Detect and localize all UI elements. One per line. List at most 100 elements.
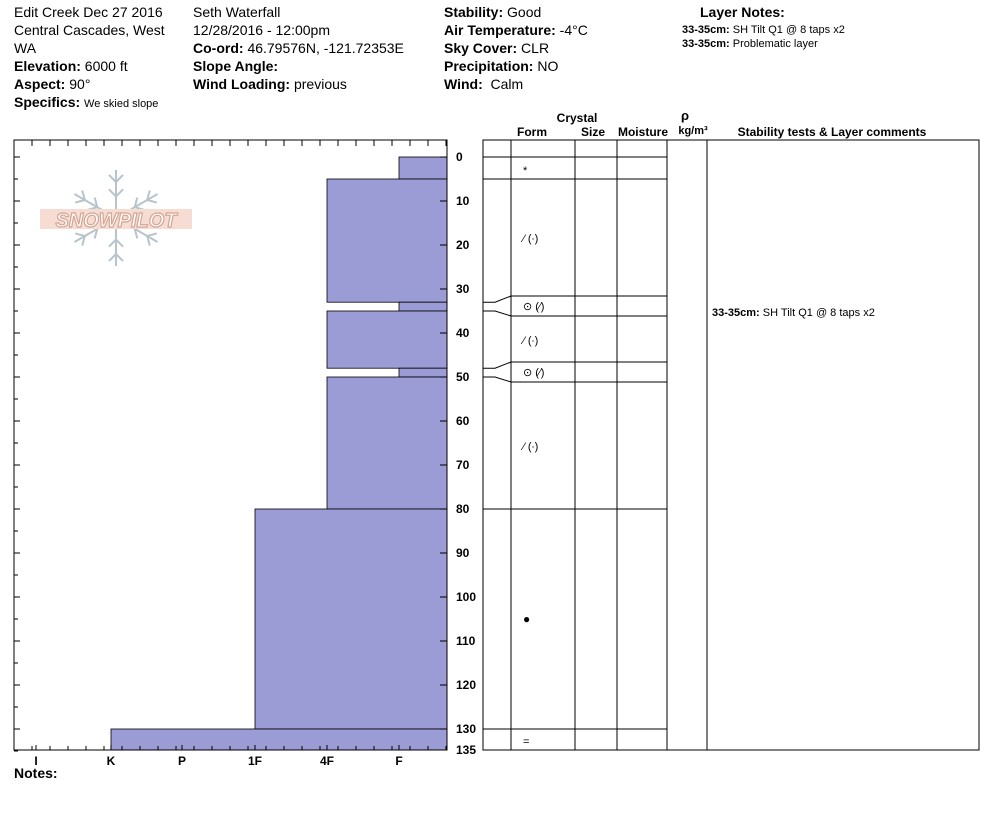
depth-label: 10 — [456, 194, 470, 208]
grain-form-symbol: ⊙ (⁄) — [523, 367, 544, 379]
hardness-bars — [110, 156, 448, 751]
left-ticks — [14, 156, 20, 752]
depth-label: 60 — [456, 414, 470, 428]
comments-heading: Stability tests & Layer comments — [738, 125, 927, 139]
hardness-bar — [326, 310, 448, 369]
snowpilot-logo: SNOWPILOT — [40, 170, 192, 266]
depth-label: 130 — [456, 722, 476, 736]
grain-form-symbol: ⁄ (∙) — [520, 233, 538, 245]
depth-label: 100 — [456, 590, 476, 604]
conditions-info: Stability: Good Air Temperature: -4°C Sk… — [444, 3, 588, 93]
layer-boundary — [483, 310, 667, 317]
flake-branch — [74, 199, 86, 204]
hardness-label: K — [107, 754, 116, 768]
elevation: Elevation: 6000 ft — [14, 58, 128, 74]
flake-branch — [115, 238, 124, 248]
hardness-label: 1F — [248, 754, 262, 768]
depth-label: 30 — [456, 282, 470, 296]
wind-loading: Wind Loading: previous — [193, 76, 347, 92]
depth-label: 90 — [456, 546, 470, 560]
grain-form-symbols: * ⁄ (∙) ⊙ (⁄) ⁄ (∙) ⊙ (⁄) ⁄ (∙) ● = — [520, 165, 544, 748]
hardness-label: I — [34, 754, 37, 768]
logo-text: SNOWPILOT — [55, 210, 178, 232]
flake-branch — [146, 232, 158, 237]
depth-label: 80 — [456, 502, 470, 516]
site-info: Edit Creek Dec 27 2016 Central Cascades,… — [14, 3, 165, 111]
depth-label: 135 — [456, 743, 476, 757]
stability: Stability: Good — [444, 4, 542, 20]
sky-cover: Sky Cover: CLR — [444, 40, 550, 56]
hardness-bar — [110, 728, 448, 751]
density-symbol: ρ — [681, 108, 689, 123]
flake-branch — [115, 188, 124, 198]
flake-branch — [108, 253, 117, 262]
flake-branch — [93, 197, 99, 208]
size-heading: Size — [581, 125, 605, 139]
location-line-2: Central Cascades, West — [14, 22, 165, 38]
layer-notes: 33-35cm: SH Tilt Q1 @ 8 taps x2 33-35cm:… — [682, 23, 845, 51]
top-ticks — [13, 140, 447, 146]
layer-table-frame — [482, 139, 980, 751]
form-heading: Form — [517, 125, 547, 139]
flake-branch — [74, 232, 86, 237]
flake-branch — [115, 174, 124, 183]
hardness-label: 4F — [320, 754, 334, 768]
snowflake-icon — [40, 170, 192, 266]
hardness-bar — [398, 367, 448, 378]
grain-form-symbol: ● — [523, 612, 530, 626]
hardness-label: P — [178, 754, 186, 768]
layer-boundary — [483, 361, 667, 369]
hardness-label: F — [395, 754, 402, 768]
depth-axis: 0 10 20 30 40 50 60 70 80 90 100 110 120 130 135 — [440, 150, 476, 757]
precipitation: Precipitation: NO — [444, 58, 559, 74]
hardness-axis: I K P 1F 4F F — [13, 745, 447, 768]
observer-name: Seth Waterfall — [193, 4, 281, 20]
specifics: Specifics: We skied slope — [14, 94, 159, 110]
depth-label: 50 — [456, 370, 470, 384]
flake-branch — [108, 174, 117, 183]
hardness-bar — [326, 376, 448, 510]
logo-band — [40, 209, 192, 229]
flake-branch — [133, 228, 139, 239]
slope-angle: Slope Angle: — [193, 58, 279, 74]
hardness-bar — [398, 156, 448, 180]
grain-form-symbol: ⊙ (⁄) — [523, 301, 544, 313]
grain-form-symbol: * — [523, 165, 528, 177]
layer-comment: 33-35cm: SH Tilt Q1 @ 8 taps x2 — [712, 307, 875, 319]
layer-table-rows — [483, 156, 667, 730]
notes-label: Notes: — [14, 765, 58, 781]
air-temperature: Air Temperature: -4°C — [444, 22, 588, 38]
aspect: Aspect: 90° — [14, 76, 91, 92]
hardness-bar — [254, 508, 448, 730]
flake-branch — [146, 190, 151, 201]
layer-comments: 33-35cm: SH Tilt Q1 @ 8 taps x2 — [712, 307, 875, 319]
location-line-3: WA — [14, 40, 37, 56]
grain-form-symbol: ⁄ (∙) — [520, 441, 538, 453]
flake-branch — [81, 235, 86, 246]
grain-form-symbol: = — [523, 736, 529, 748]
density-unit: kg/m³ — [678, 125, 708, 137]
layer-boundary — [483, 295, 667, 303]
layer-boundary — [483, 376, 667, 383]
depth-label: 20 — [456, 238, 470, 252]
depth-label: 120 — [456, 678, 476, 692]
depth-label: 70 — [456, 458, 470, 472]
flake-branch — [146, 235, 151, 246]
flake-branch — [108, 188, 117, 198]
depth-label: 40 — [456, 326, 470, 340]
observation-datetime: 12/28/2016 - 12:00pm — [193, 22, 330, 38]
moisture-heading: Moisture — [618, 125, 668, 139]
depth-label: 0 — [456, 150, 463, 164]
layer-note: 33-35cm: SH Tilt Q1 @ 8 taps x2 — [682, 24, 845, 36]
flake-branch — [115, 253, 124, 262]
depth-label: 110 — [456, 634, 476, 648]
wind: Wind: Calm — [444, 76, 524, 92]
flake-branch — [146, 199, 158, 204]
flake-branch — [133, 197, 139, 208]
hardness-bar — [326, 178, 448, 303]
location-line-1: Edit Creek Dec 27 2016 — [14, 4, 163, 20]
layer-notes-title: Layer Notes: — [700, 4, 785, 20]
crystal-heading: Crystal — [557, 111, 598, 125]
layer-note: 33-35cm: Problematic layer — [682, 38, 818, 50]
observer-info: Seth Waterfall 12/28/2016 - 12:00pm Co-o… — [193, 3, 404, 93]
